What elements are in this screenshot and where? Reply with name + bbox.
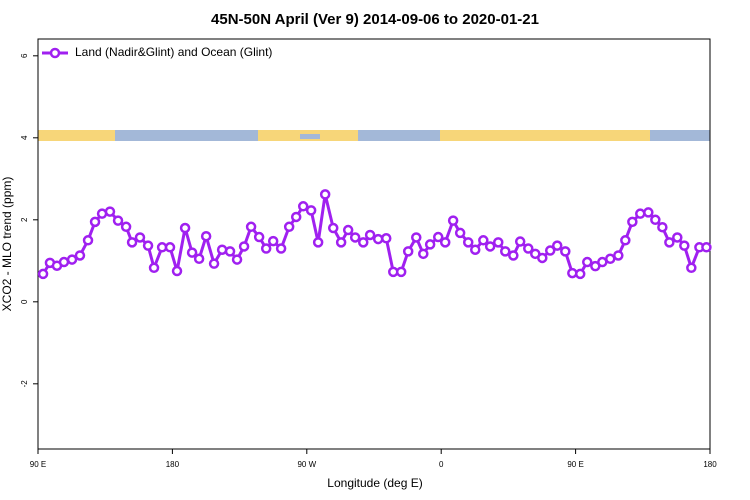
data-point [679,240,690,251]
data-point [312,237,324,248]
y-tick-label: 6 [20,53,29,58]
data-point [290,211,302,223]
data-point [424,239,436,250]
data-point [231,254,243,265]
data-point [604,253,616,265]
x-tick-label: 90 W [297,460,316,469]
x-tick-label: 90 E [567,460,583,469]
data-point [701,242,712,253]
data-point [327,222,339,234]
data-point [551,240,563,251]
y-axis-label: XCO2 - MLO trend (ppm) [0,177,14,312]
data-point [643,207,654,218]
data-point [364,229,376,241]
x-tick-label: 180 [166,460,180,469]
data-point [224,246,236,257]
y-tick-label: 0 [20,299,29,304]
data-point [686,262,697,274]
data-point [620,235,631,246]
data-point [82,235,94,246]
data-point [171,265,183,277]
data-point [439,237,451,248]
data-point [297,201,309,212]
data-point [380,233,392,244]
data-point [342,224,354,236]
data-point [462,237,474,248]
data-point [245,221,257,233]
data-point [112,215,124,226]
data-point [357,237,369,248]
data-point [581,256,593,268]
data-point [492,237,504,248]
data-point [635,208,646,219]
data-point [454,227,466,239]
data-point [283,221,295,233]
data-point [627,216,638,228]
data-point [500,246,511,257]
data-point [238,241,250,252]
data-point [574,268,586,280]
data-point [120,221,132,233]
data-point [267,235,279,247]
data-point [74,250,86,261]
x-axis-label: Longitude (deg E) [327,476,422,490]
data-point [650,214,661,226]
data-point [537,252,548,264]
data-point [104,206,116,217]
data-point [275,243,287,254]
data-point [260,243,272,254]
data-point [447,215,459,226]
data-point [200,230,212,242]
data-point [544,245,556,256]
data-point [514,236,526,247]
data-point [469,244,481,255]
data-point [37,268,49,280]
data-point [418,248,429,260]
legend-marker [49,47,61,59]
data-point [402,246,414,257]
map-strip [38,130,710,141]
data-point [193,253,205,265]
data-point [613,250,624,261]
y-tick-label: 2 [20,217,29,222]
data-point [142,240,154,251]
data-point [372,233,384,245]
y-tick-label: -2 [20,380,29,388]
data-point [395,266,407,278]
data-point [148,262,160,274]
data-point [208,258,220,269]
data-point [664,237,675,248]
data-point [657,221,668,233]
data-point [508,250,519,261]
data-point [432,231,444,243]
legend-label: Land (Nadir&Glint) and Ocean (Glint) [75,45,272,59]
data-point [186,247,198,258]
data-point [179,222,191,234]
data-point [484,241,496,252]
data-point [126,237,138,248]
data-point [349,232,361,243]
data-point [164,242,176,253]
data-point [411,232,422,243]
data-point [523,243,534,254]
x-tick-label: 90 E [30,460,46,469]
data-point [478,235,489,246]
data-point [672,232,683,243]
plot-frame [37,38,711,450]
data-point [335,237,347,248]
data-point [253,231,265,243]
data-point [305,205,317,216]
x-tick-label: 0 [439,460,444,469]
data-point [319,189,331,200]
data-point [134,232,146,243]
data-point [66,254,78,265]
data-point [89,216,101,228]
chart-title: 45N-50N April (Ver 9) 2014-09-06 to 2020… [211,11,539,28]
data-point [58,256,70,268]
data-point [560,246,571,257]
y-tick-label: 4 [20,135,29,140]
x-tick-label: 180 [703,460,717,469]
